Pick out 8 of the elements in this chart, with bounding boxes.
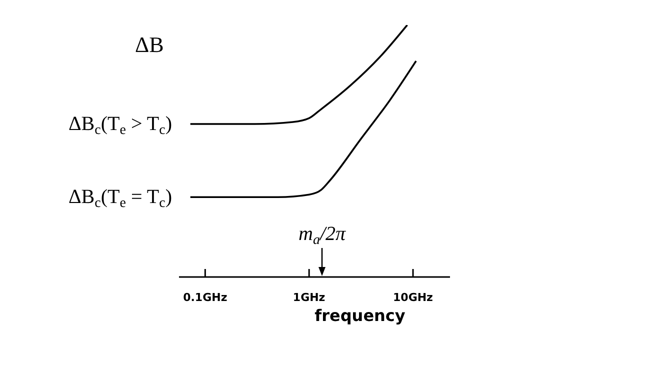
x-axis-title: frequency [314, 306, 406, 325]
text: ΔB$_{c}$(T$_{e}$ = T$_{c}$) [68, 186, 172, 210]
annotation: m$_{a}$/2π [298, 223, 346, 248]
x-tick-label: 10GHz [393, 290, 433, 304]
x-tick-label: 1GHz [292, 290, 326, 304]
x-tick-label: 0.1GHz [183, 290, 228, 304]
y-axis-title: ΔB [135, 32, 164, 58]
text: ΔB$_{c}$(T$_{e}$ > T$_{c}$) [68, 113, 172, 138]
